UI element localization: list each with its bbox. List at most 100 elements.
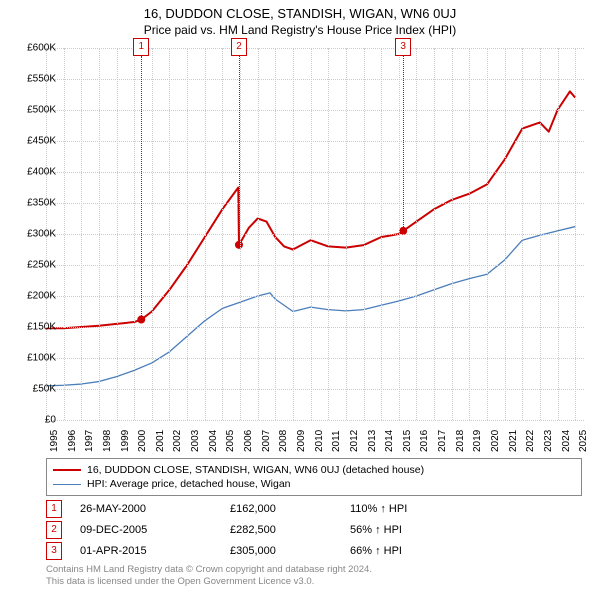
chart-subtitle: Price paid vs. HM Land Registry's House … bbox=[0, 21, 600, 37]
x-tick-label: 1998 bbox=[102, 430, 113, 452]
y-tick-label: £150K bbox=[6, 322, 56, 333]
sale-marker-vline bbox=[239, 56, 240, 245]
gridline-v bbox=[522, 48, 523, 420]
legend-swatch bbox=[53, 469, 81, 471]
x-tick-label: 2023 bbox=[543, 430, 554, 452]
gridline-v bbox=[293, 48, 294, 420]
gridline-h bbox=[46, 79, 584, 80]
gridline-h bbox=[46, 296, 584, 297]
legend-row: 16, DUDDON CLOSE, STANDISH, WIGAN, WN6 0… bbox=[53, 463, 575, 477]
gridline-v bbox=[399, 48, 400, 420]
gridline-v bbox=[205, 48, 206, 420]
sale-marker-box: 1 bbox=[133, 38, 149, 56]
sale-row-date: 26-MAY-2000 bbox=[80, 503, 230, 515]
x-tick-label: 1996 bbox=[67, 430, 78, 452]
gridline-v bbox=[275, 48, 276, 420]
gridline-h bbox=[46, 358, 584, 359]
sale-row-hpi: 56% ↑ HPI bbox=[350, 524, 402, 536]
y-tick-label: £500K bbox=[6, 105, 56, 116]
gridline-h bbox=[46, 110, 584, 111]
y-tick-label: £600K bbox=[6, 43, 56, 54]
gridline-v bbox=[134, 48, 135, 420]
sale-row: 209-DEC-2005£282,50056% ↑ HPI bbox=[46, 521, 584, 539]
gridline-h bbox=[46, 172, 584, 173]
gridline-v bbox=[187, 48, 188, 420]
sale-row-price: £162,000 bbox=[230, 503, 350, 515]
y-tick-label: £200K bbox=[6, 291, 56, 302]
x-tick-label: 2013 bbox=[367, 430, 378, 452]
x-tick-label: 2022 bbox=[525, 430, 536, 452]
sale-row-num: 3 bbox=[46, 542, 62, 560]
x-tick-label: 2009 bbox=[296, 430, 307, 452]
gridline-v bbox=[540, 48, 541, 420]
sale-row-date: 09-DEC-2005 bbox=[80, 524, 230, 536]
gridline-h bbox=[46, 141, 584, 142]
gridline-v bbox=[99, 48, 100, 420]
y-tick-label: £450K bbox=[6, 136, 56, 147]
sale-row-price: £305,000 bbox=[230, 545, 350, 557]
gridline-v bbox=[64, 48, 65, 420]
x-tick-label: 2003 bbox=[190, 430, 201, 452]
y-tick-label: £50K bbox=[6, 384, 56, 395]
x-tick-label: 1995 bbox=[49, 430, 60, 452]
chart-title: 16, DUDDON CLOSE, STANDISH, WIGAN, WN6 0… bbox=[0, 0, 600, 21]
x-tick-label: 2002 bbox=[172, 430, 183, 452]
gridline-v bbox=[558, 48, 559, 420]
gridline-v bbox=[434, 48, 435, 420]
x-tick-label: 2015 bbox=[402, 430, 413, 452]
gridline-v bbox=[346, 48, 347, 420]
y-tick-label: £100K bbox=[6, 353, 56, 364]
x-tick-label: 2004 bbox=[208, 430, 219, 452]
x-tick-label: 2006 bbox=[243, 430, 254, 452]
y-tick-label: £250K bbox=[6, 260, 56, 271]
gridline-v bbox=[381, 48, 382, 420]
x-tick-label: 2007 bbox=[261, 430, 272, 452]
sale-row-date: 01-APR-2015 bbox=[80, 545, 230, 557]
gridline-v bbox=[452, 48, 453, 420]
gridline-v bbox=[575, 48, 576, 420]
sale-marker-vline bbox=[141, 56, 142, 320]
sale-row-num: 2 bbox=[46, 521, 62, 539]
gridline-v bbox=[240, 48, 241, 420]
x-tick-label: 2010 bbox=[314, 430, 325, 452]
gridline-v bbox=[169, 48, 170, 420]
gridline-v bbox=[487, 48, 488, 420]
x-tick-label: 2018 bbox=[455, 430, 466, 452]
x-tick-label: 2012 bbox=[349, 430, 360, 452]
gridline-h bbox=[46, 234, 584, 235]
x-tick-label: 2001 bbox=[155, 430, 166, 452]
x-tick-label: 2016 bbox=[419, 430, 430, 452]
y-tick-label: £400K bbox=[6, 167, 56, 178]
x-tick-label: 2019 bbox=[472, 430, 483, 452]
sale-row-hpi: 110% ↑ HPI bbox=[350, 503, 407, 515]
x-tick-label: 1997 bbox=[84, 430, 95, 452]
x-tick-label: 2008 bbox=[278, 430, 289, 452]
x-tick-label: 2000 bbox=[137, 430, 148, 452]
footer: Contains HM Land Registry data © Crown c… bbox=[46, 564, 582, 588]
gridline-h bbox=[46, 327, 584, 328]
x-tick-label: 2017 bbox=[437, 430, 448, 452]
gridline-h bbox=[46, 265, 584, 266]
footer-line-2: This data is licensed under the Open Gov… bbox=[46, 576, 582, 588]
x-tick-label: 2011 bbox=[331, 430, 342, 452]
sale-marker-vline bbox=[403, 56, 404, 231]
gridline-v bbox=[505, 48, 506, 420]
sale-row-hpi: 66% ↑ HPI bbox=[350, 545, 402, 557]
gridline-v bbox=[81, 48, 82, 420]
gridline-v bbox=[311, 48, 312, 420]
x-tick-label: 1999 bbox=[120, 430, 131, 452]
gridline-v bbox=[364, 48, 365, 420]
footer-line-1: Contains HM Land Registry data © Crown c… bbox=[46, 564, 582, 576]
gridline-h bbox=[46, 203, 584, 204]
y-tick-label: £300K bbox=[6, 229, 56, 240]
sale-row: 3 01-APR-2015£305,00066% ↑ HPI bbox=[46, 542, 584, 560]
x-tick-label: 2020 bbox=[490, 430, 501, 452]
y-tick-label: £350K bbox=[6, 198, 56, 209]
sale-marker-box: 2 bbox=[231, 38, 247, 56]
x-tick-label: 2005 bbox=[225, 430, 236, 452]
gridline-v bbox=[152, 48, 153, 420]
sale-row-num: 1 bbox=[46, 500, 62, 518]
y-tick-label: £550K bbox=[6, 74, 56, 85]
gridline-v bbox=[416, 48, 417, 420]
legend: 16, DUDDON CLOSE, STANDISH, WIGAN, WN6 0… bbox=[46, 458, 582, 496]
